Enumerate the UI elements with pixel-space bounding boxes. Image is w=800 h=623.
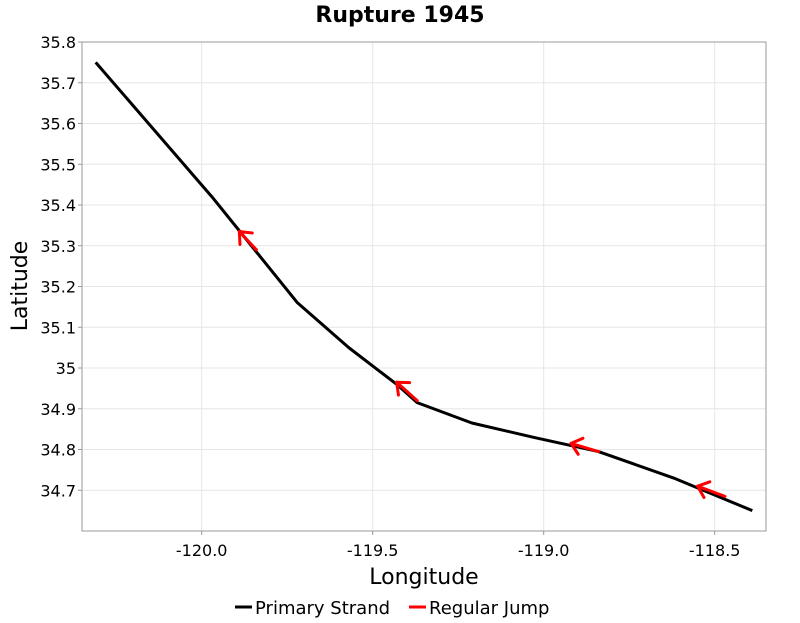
plot-area <box>94 61 753 513</box>
x-tick-label: -119.5 <box>347 541 399 560</box>
series-line-primary-strand <box>94 61 753 513</box>
jump-arrowhead <box>569 436 585 456</box>
y-tick-label: 34.8 <box>40 441 76 460</box>
y-tick-label: 35.7 <box>40 74 76 93</box>
y-tick-label: 35 <box>56 359 76 378</box>
legend-label-primary-strand: Primary Strand <box>255 598 390 619</box>
jump-arrowhead <box>237 229 254 246</box>
y-axis-label: Latitude <box>8 241 33 332</box>
legend: Primary Strand Regular Jump <box>235 598 549 619</box>
y-tick-label: 35.1 <box>40 318 76 337</box>
jump-arrowhead <box>395 380 412 397</box>
legend-label-regular-jump: Regular Jump <box>429 598 549 619</box>
y-tick-label: 35.8 <box>40 33 76 52</box>
y-tick-label: 34.7 <box>40 481 76 500</box>
jump-segment <box>237 229 258 252</box>
jump-segment <box>569 441 600 454</box>
y-tick-label: 35.4 <box>40 196 76 215</box>
jump-arrow <box>696 480 727 499</box>
jump-arrow <box>569 436 600 456</box>
jump-arrowhead <box>696 480 712 499</box>
chart-title: Rupture 1945 <box>315 3 484 28</box>
y-tick-label: 35.5 <box>40 155 76 174</box>
x-axis-label: Longitude <box>369 565 478 590</box>
x-axis-ticks: -120.0 -119.5 -119.0 -118.5 <box>176 531 741 560</box>
jump-arrow <box>395 380 419 403</box>
y-axis-ticks: 34.7 34.8 34.9 35 35.1 35.2 35.3 35.4 35.5 35.6 35… <box>40 33 82 500</box>
jump-segment <box>696 484 727 498</box>
y-tick-label: 35.2 <box>40 278 76 297</box>
y-tick-label: 34.9 <box>40 400 76 419</box>
y-tick-label: 35.6 <box>40 115 76 134</box>
jump-segment <box>395 380 419 403</box>
jump-arrow <box>237 229 258 252</box>
x-tick-label: -119.0 <box>518 541 570 560</box>
y-tick-label: 35.3 <box>40 237 76 256</box>
x-tick-label: -120.0 <box>176 541 228 560</box>
grid <box>82 41 766 531</box>
x-tick-label: -118.5 <box>689 541 741 560</box>
